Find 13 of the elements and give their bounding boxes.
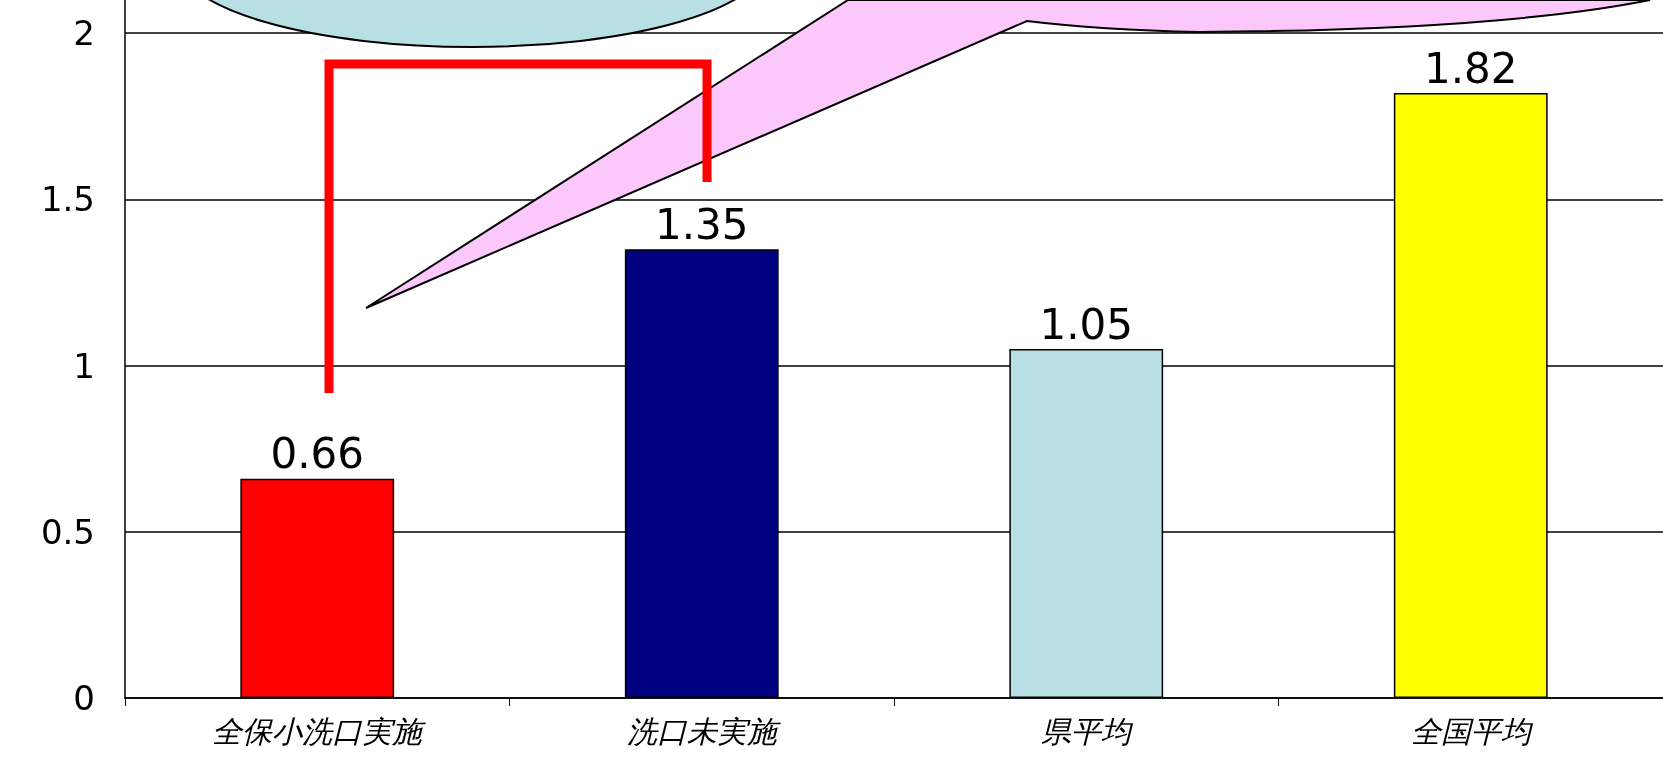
y-tick-label: 1	[73, 345, 95, 386]
x-tick-label: 全保小洗口実施	[212, 713, 427, 749]
data-label: 1.82	[1423, 43, 1518, 93]
data-label: 1.35	[654, 199, 749, 249]
x-tick-label: 全国平均	[1410, 713, 1534, 749]
y-tick-label: 0.5	[40, 511, 95, 552]
x-tick-label: 県平均	[1041, 713, 1135, 749]
y-tick-label: 1.5	[40, 179, 95, 220]
x-tick-label: 洗口未実施	[626, 713, 781, 749]
y-tick-label: 0	[73, 678, 95, 718]
y-tick-label: 2	[73, 13, 95, 54]
data-label: 0.66	[270, 429, 365, 479]
data-label: 1.05	[1039, 299, 1134, 349]
